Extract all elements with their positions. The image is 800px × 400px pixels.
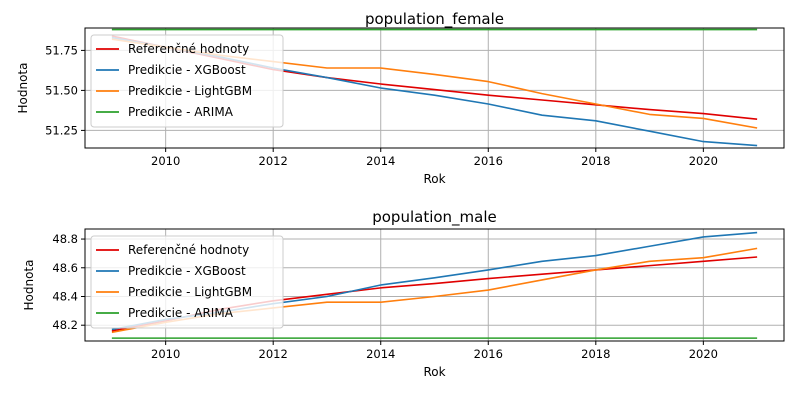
legend-box [90,34,284,128]
legend-label-1: Referenčné hodnoty [128,42,249,56]
legend-label-1: Referenčné hodnoty [128,243,249,257]
x-tick-label: 2012 [259,347,288,361]
y-tick-label: 48.4 [52,289,78,303]
legend-label-2: Predikcie - XGBoost [128,63,246,77]
y-tick-label: 48.6 [52,261,78,275]
legend-label-4: Predikcie - ARIMA [128,105,234,119]
x-tick-label: 2016 [474,347,503,361]
legend-label-3: Predikcie - LightGBM [128,285,252,299]
x-tick-label: 2014 [366,347,395,361]
chart-panel-2: 2010 2012 2014 2016 2018 2020 48.2 48.4 48.6 48.8… [22,208,785,379]
x-axis-label: Rok [423,365,445,379]
plot-frame [84,27,785,149]
x-tick-label: 2018 [581,154,610,168]
x-tick-label: 2014 [366,154,395,168]
x-tick-label: 2018 [581,347,610,361]
x-tick-label: 2012 [259,154,288,168]
legend-box [90,235,284,329]
x-tick-label: 2010 [151,154,180,168]
y-axis-label: Hodnota [16,63,30,114]
y-tick-label: 51.50 [45,83,78,97]
y-tick-label: 48.2 [52,318,78,332]
x-tick-label: 2010 [151,347,180,361]
x-tick-label: 2020 [689,347,718,361]
plot-frame [84,228,785,342]
legend-label-2: Predikcie - XGBoost [128,264,246,278]
x-axis-label: Rok [423,172,445,186]
y-tick-label: 51.75 [45,43,78,57]
y-axis-label: Hodnota [22,260,36,311]
x-tick-label: 2020 [689,154,718,168]
legend-label-3: Predikcie - LightGBM [128,84,252,98]
chart-title: population_male [372,208,497,227]
legend-label-4: Predikcie - ARIMA [128,306,234,320]
x-tick-label: 2016 [474,154,503,168]
chart-title: population_female [365,10,504,29]
y-tick-label: 48.8 [52,232,78,246]
chart-panel-1: 2010 2012 2014 2016 2018 2020 51.25 51.50 51.75 p… [16,10,785,186]
y-tick-label: 51.25 [45,123,78,137]
